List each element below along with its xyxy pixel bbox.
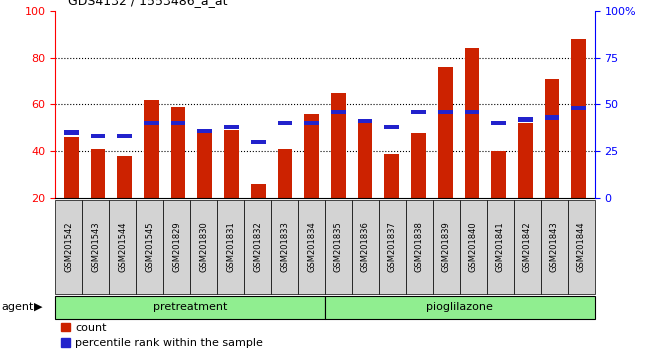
Text: GSM201543: GSM201543 xyxy=(91,222,100,272)
Text: GDS4132 / 1553486_a_at: GDS4132 / 1553486_a_at xyxy=(68,0,228,7)
Bar xyxy=(411,110,426,114)
Bar xyxy=(144,121,159,125)
Text: GSM201835: GSM201835 xyxy=(334,222,343,272)
Text: GSM201831: GSM201831 xyxy=(226,222,235,272)
Bar xyxy=(518,117,532,121)
Text: GSM201830: GSM201830 xyxy=(199,222,208,272)
Text: GSM201842: GSM201842 xyxy=(523,222,532,272)
Bar xyxy=(304,114,319,198)
Bar xyxy=(331,93,346,198)
Bar xyxy=(545,115,560,120)
Bar xyxy=(518,123,532,198)
Bar xyxy=(118,156,132,198)
Text: ▶: ▶ xyxy=(34,302,42,312)
Bar xyxy=(384,154,399,198)
Text: GSM201829: GSM201829 xyxy=(172,222,181,272)
Bar xyxy=(251,184,266,198)
Bar xyxy=(144,100,159,198)
Bar xyxy=(491,152,506,198)
Text: GSM201841: GSM201841 xyxy=(496,222,505,272)
Bar xyxy=(465,110,479,114)
Bar xyxy=(64,137,79,198)
Bar xyxy=(331,110,346,114)
Bar xyxy=(304,121,319,125)
Bar xyxy=(571,106,586,110)
Text: GSM201544: GSM201544 xyxy=(118,222,127,272)
Bar xyxy=(118,134,132,138)
Bar xyxy=(278,121,292,125)
Bar xyxy=(545,79,560,198)
Bar xyxy=(171,107,185,198)
Bar xyxy=(571,39,586,198)
Bar xyxy=(384,125,399,129)
Text: GSM201840: GSM201840 xyxy=(469,222,478,272)
Bar xyxy=(198,130,212,198)
Bar xyxy=(438,67,452,198)
Bar xyxy=(465,48,479,198)
Text: GSM201844: GSM201844 xyxy=(577,222,586,272)
Text: GSM201843: GSM201843 xyxy=(550,222,559,272)
Text: GSM201542: GSM201542 xyxy=(64,222,73,272)
Text: GSM201839: GSM201839 xyxy=(442,222,451,272)
Bar xyxy=(224,130,239,198)
Bar xyxy=(251,140,266,144)
Text: GSM201836: GSM201836 xyxy=(361,222,370,272)
Text: GSM201833: GSM201833 xyxy=(280,222,289,272)
Text: GSM201834: GSM201834 xyxy=(307,222,316,272)
Bar xyxy=(411,133,426,198)
Text: pioglilazone: pioglilazone xyxy=(426,302,493,312)
Bar xyxy=(278,149,292,198)
Bar xyxy=(224,125,239,129)
Bar xyxy=(358,119,372,124)
Bar xyxy=(198,129,212,133)
Text: GSM201837: GSM201837 xyxy=(388,222,397,272)
Text: GSM201832: GSM201832 xyxy=(253,222,262,272)
Bar xyxy=(171,121,185,125)
Bar xyxy=(438,110,452,114)
Bar xyxy=(64,131,79,135)
Bar xyxy=(491,121,506,125)
Text: agent: agent xyxy=(1,302,34,312)
Legend: count, percentile rank within the sample: count, percentile rank within the sample xyxy=(61,322,263,348)
Bar xyxy=(90,149,105,198)
Text: GSM201545: GSM201545 xyxy=(145,222,154,272)
Text: pretreatment: pretreatment xyxy=(153,302,228,312)
Bar xyxy=(358,119,372,198)
Text: GSM201838: GSM201838 xyxy=(415,222,424,272)
Bar xyxy=(90,134,105,138)
